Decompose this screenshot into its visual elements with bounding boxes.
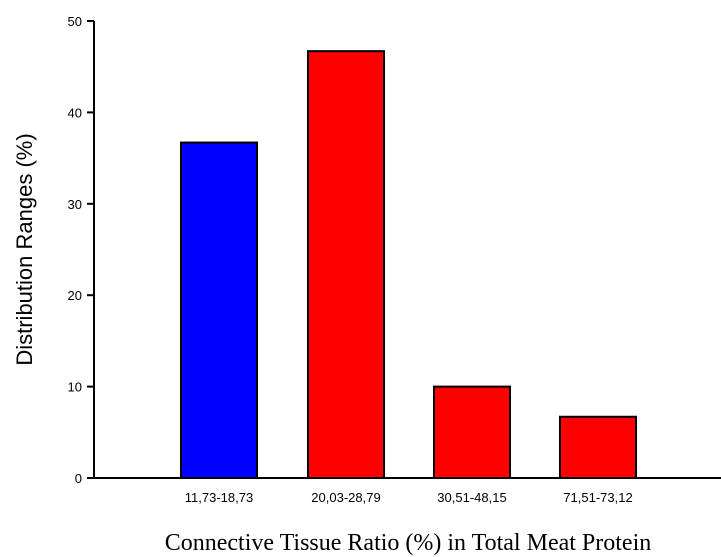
bar-2 (307, 50, 385, 480)
y-tick-label: 30 (68, 197, 82, 212)
bar-3 (433, 385, 511, 480)
bars-group (180, 50, 637, 480)
y-tick-label: 0 (75, 471, 82, 486)
y-tick-label: 40 (68, 105, 82, 120)
x-ticks-group: 11,73-18,73 20,03-28,79 30,51-48,15 71,51-7… (185, 490, 633, 505)
x-tick-label: 20,03-28,79 (311, 490, 380, 505)
bar-1 (180, 141, 258, 479)
x-axis-label: Connective Tissue Ratio (%) in Total Mea… (165, 530, 652, 556)
y-ticks-group: 0 10 20 30 40 50 (68, 14, 94, 486)
axes-group (93, 21, 721, 479)
x-tick-label: 11,73-18,73 (185, 490, 253, 505)
bar-4 (559, 415, 637, 479)
y-tick-label: 20 (68, 288, 82, 303)
x-tick-label: 71,51-73,12 (563, 490, 632, 505)
y-axis-label: Distribution Ranges (%) (12, 133, 37, 365)
y-tick-label: 50 (68, 14, 82, 29)
y-tick-label: 10 (68, 380, 82, 395)
x-tick-label: 30,51-48,15 (437, 490, 506, 505)
